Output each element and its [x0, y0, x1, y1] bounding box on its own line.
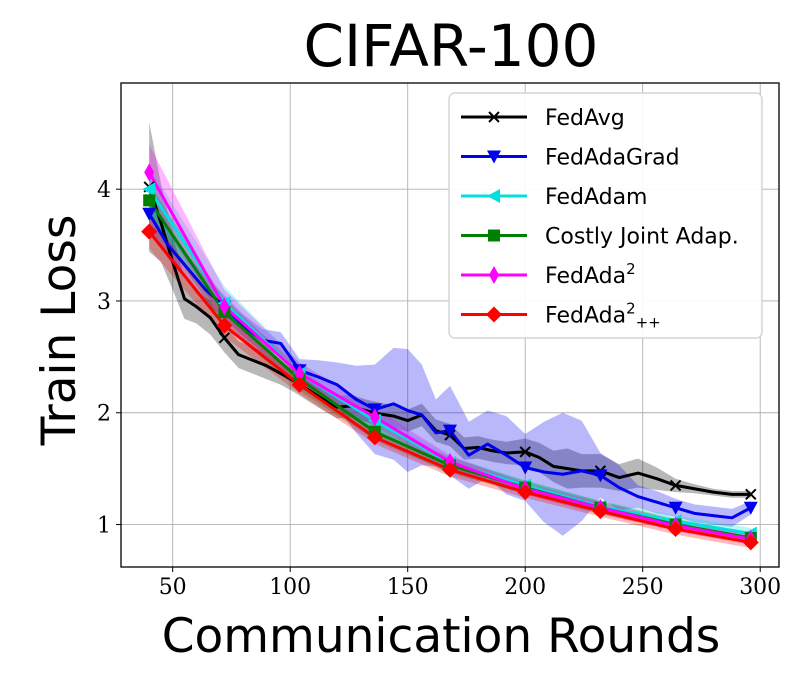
- legend-label-superscript: 2: [626, 300, 636, 318]
- chart-title: CIFAR-100: [304, 12, 599, 80]
- y-tick-label: 3: [97, 290, 111, 315]
- x-tick-label: 300: [739, 575, 781, 600]
- legend-label: FedAda2: [545, 260, 636, 289]
- data-point-marker: [442, 461, 458, 478]
- data-point-marker: [519, 446, 531, 458]
- data-point-marker: [669, 479, 682, 492]
- data-point-marker: [486, 306, 502, 323]
- data-point-marker: [745, 488, 757, 501]
- legend-label-text: FedAdaGrad: [545, 146, 680, 171]
- data-point-marker: [517, 484, 534, 501]
- x-tick-label: 150: [387, 575, 429, 600]
- data-point-marker: [142, 182, 156, 197]
- data-point-marker: [218, 332, 231, 344]
- data-point-marker: [668, 501, 683, 515]
- x-tick-label: 200: [504, 575, 546, 600]
- legend-label-text: FedAvg: [545, 106, 625, 131]
- legend-label-subscript: ++: [636, 314, 661, 332]
- legend-label: Costly Joint Adap.: [545, 225, 739, 250]
- y-tick-label: 4: [97, 178, 111, 203]
- plot-frame: [120, 82, 780, 568]
- data-point-marker: [488, 111, 500, 123]
- y-axis-label: Train Loss: [32, 215, 87, 447]
- y-tick-label: 1: [97, 514, 111, 539]
- x-tick-label: 100: [269, 575, 311, 600]
- data-point-marker: [294, 364, 305, 383]
- legend-label-text: FedAda: [545, 264, 626, 289]
- legend-label-text: FedAda: [545, 304, 626, 329]
- legend-label-text: FedAdam: [545, 185, 648, 210]
- x-tick-label: 50: [159, 575, 187, 600]
- data-point-marker: [592, 503, 609, 520]
- legend-label: FedAvg: [545, 106, 625, 131]
- data-point-marker: [489, 266, 499, 284]
- legend-box: [448, 92, 763, 339]
- data-point-marker: [141, 223, 158, 240]
- data-point-marker: [219, 297, 230, 316]
- series-markers: [141, 163, 759, 551]
- data-point-marker: [487, 150, 501, 164]
- legend-label: FedAdaGrad: [545, 146, 680, 171]
- y-tick-label: 2: [97, 402, 111, 427]
- legend-label: FedAdam: [545, 185, 648, 210]
- data-point-marker: [488, 229, 500, 242]
- legend: FedAvg FedAdaGrad FedAdam Costly Joint Adap…: [448, 92, 763, 339]
- x-tick-label: 250: [622, 575, 664, 600]
- legend-label-text: Costly Joint Adap.: [545, 225, 739, 250]
- data-point-marker: [216, 317, 233, 334]
- data-point-marker: [667, 520, 684, 537]
- data-point-marker: [144, 163, 155, 182]
- data-point-marker: [291, 376, 308, 393]
- data-point-marker: [518, 461, 533, 475]
- data-point-marker: [143, 194, 156, 207]
- data-point-marker: [742, 534, 759, 551]
- legend-label: FedAda2++: [545, 300, 661, 332]
- data-point-marker: [487, 189, 500, 203]
- data-point-marker: [369, 408, 380, 427]
- data-point-marker: [443, 424, 457, 438]
- data-point-marker: [743, 501, 758, 515]
- data-point-marker: [593, 469, 608, 483]
- data-point-marker: [366, 429, 383, 446]
- x-axis-label: Communication Rounds: [162, 609, 721, 664]
- data-point-marker: [142, 207, 157, 221]
- legend-label-superscript: 2: [626, 260, 636, 278]
- axis-ticks: 50 100 150 200 250 300 1 2 3 4: [97, 178, 781, 600]
